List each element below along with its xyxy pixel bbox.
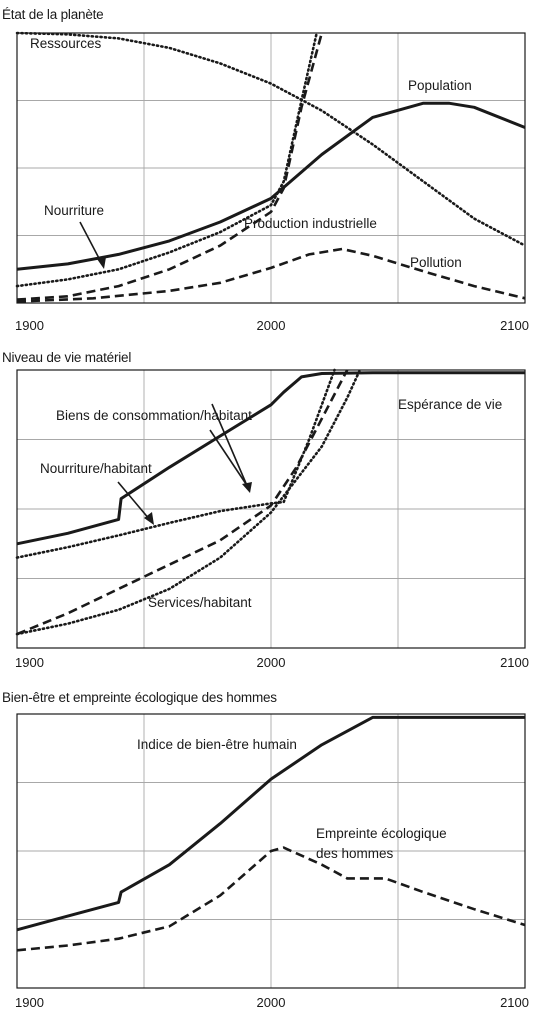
series-group	[16, 715, 526, 952]
chart-svg: 1900 2000 2100 Espérance de vie Biens de c…	[15, 368, 529, 670]
chart-title: Niveau de vie matériel	[2, 350, 132, 365]
series-line-biens-de-consommation-habitant	[16, 369, 349, 636]
label-nourriture: Nourriture	[44, 203, 104, 218]
label-nourriture-habitant: Nourriture/habitant	[40, 461, 152, 476]
x-tick-labels: 1900 2000 2100	[15, 318, 529, 333]
plot-frame	[16, 713, 526, 989]
chart-panel-etat-planete: État de la planète 1900 2000 2100 Ressourc…	[0, 0, 539, 335]
grid-lines	[17, 33, 525, 303]
x-tick-label: 2100	[500, 995, 529, 1010]
arrowhead-biens-consommation	[242, 482, 252, 493]
grid-lines	[17, 714, 525, 988]
x-tick-label: 2000	[257, 318, 286, 333]
label-ressources: Ressources	[30, 36, 102, 51]
x-tick-label: 2100	[500, 318, 529, 333]
plot-frame	[16, 32, 526, 304]
arrow-nourriture	[79, 221, 103, 265]
x-tick-label: 1900	[15, 318, 44, 333]
x-tick-label: 1900	[15, 655, 44, 670]
label-des-hommes: des hommes	[316, 846, 394, 861]
label-population: Population	[408, 78, 472, 93]
label-pollution: Pollution	[410, 255, 462, 270]
series-line-population	[16, 101, 526, 271]
chart-svg: 1900 2000 2100 Indice de bien-être humain …	[15, 713, 529, 1010]
label-biens-consommation: Biens de consommation/habitant	[56, 408, 252, 423]
chart-title: Bien-être et empreinte écologique des ho…	[2, 690, 277, 705]
plot-frame	[16, 369, 526, 649]
series-group	[15, 368, 525, 636]
x-tick-labels: 1900 2000 2100	[15, 995, 529, 1010]
series-line-esp-rance-de-vie	[16, 371, 525, 546]
series-line-nourriture-habitant	[15, 368, 336, 559]
series-line-ressources	[15, 31, 527, 247]
chart-panel-niveau-vie: Niveau de vie matériel 1900 2000 2100 Espé…	[0, 340, 539, 680]
x-tick-label: 2100	[500, 655, 529, 670]
arrowhead-nourriture	[97, 257, 106, 269]
chart-title: État de la planète	[2, 7, 104, 22]
x-tick-label: 1900	[15, 995, 44, 1010]
series-line-indice-de-bien-tre-humain	[16, 715, 525, 932]
series-line-pollution	[16, 247, 526, 303]
arrowhead-nourriture-habitant	[144, 512, 154, 525]
x-tick-labels: 1900 2000 2100	[15, 655, 529, 670]
chart-svg: 1900 2000 2100 Ressources Population Nourr…	[15, 31, 529, 333]
label-empreinte-ecologique: Empreinte écologique	[316, 826, 447, 841]
arrow-nourriture-habitant	[117, 481, 151, 521]
series-line-production-industrielle	[16, 32, 324, 301]
series-line-nourriture	[15, 31, 318, 288]
label-services-habitant: Services/habitant	[148, 595, 252, 610]
series-group	[15, 31, 527, 303]
arrow-biens-consommation	[209, 429, 247, 485]
grid-lines	[17, 370, 525, 648]
label-indice-bien-etre: Indice de bien-être humain	[137, 737, 297, 752]
x-tick-label: 2000	[257, 995, 286, 1010]
series-line-services-habitant	[15, 368, 362, 636]
label-production-industrielle: Production industrielle	[244, 216, 377, 231]
x-tick-label: 2000	[257, 655, 286, 670]
label-esperance-vie: Espérance de vie	[398, 397, 502, 412]
series-line-empreinte-cologique-des-hommes	[16, 846, 526, 952]
arrow-biens-consommation-pointer	[211, 403, 249, 489]
chart-panel-bien-etre: Bien-être et empreinte écologique des ho…	[0, 680, 539, 1020]
